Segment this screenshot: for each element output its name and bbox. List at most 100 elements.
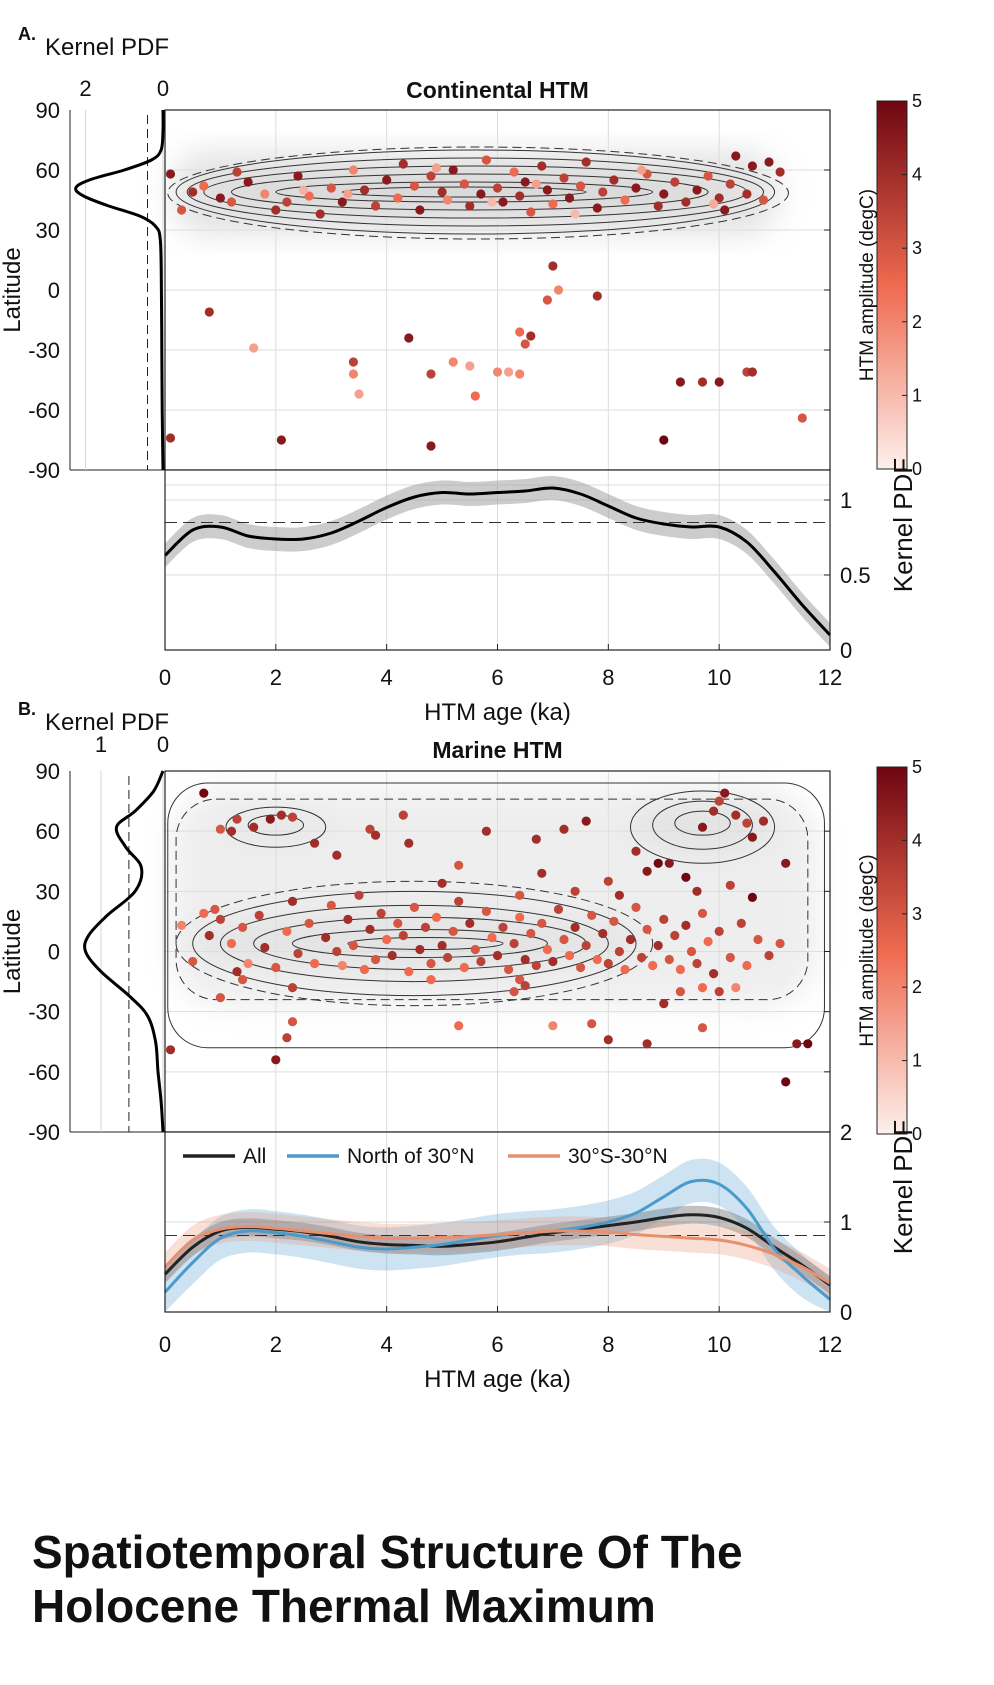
data-point — [498, 197, 508, 207]
x-tick-label: 8 — [602, 665, 614, 690]
data-point — [293, 171, 303, 181]
data-point — [675, 964, 686, 975]
data-point — [781, 858, 791, 868]
data-point — [747, 892, 758, 903]
data-point — [731, 151, 741, 161]
data-point — [448, 926, 458, 937]
data-point — [448, 165, 458, 175]
data-point — [581, 816, 591, 826]
marginal-label: Kernel PDF — [45, 709, 169, 736]
data-point — [803, 1039, 813, 1049]
x-tick-label: 6 — [491, 665, 503, 690]
data-point — [165, 433, 176, 443]
contour-dashed — [175, 880, 654, 1007]
panel-label: B. — [18, 699, 36, 719]
data-point — [282, 926, 292, 937]
series-line — [163, 1224, 831, 1285]
data-point — [165, 169, 176, 179]
data-point — [293, 948, 303, 959]
data-point — [271, 962, 281, 973]
x-tick-label: 0 — [159, 665, 171, 690]
data-point — [454, 1021, 464, 1031]
contour-dashed — [167, 146, 789, 240]
data-point — [426, 441, 436, 451]
data-point — [542, 185, 553, 195]
data-point — [387, 950, 397, 961]
data-point — [199, 788, 209, 798]
data-point — [631, 902, 641, 913]
data-point — [742, 818, 752, 828]
data-point — [481, 826, 491, 836]
data-point — [426, 171, 436, 181]
data-point — [670, 177, 680, 187]
data-point — [714, 796, 724, 806]
colorbar-tick-label: 2 — [912, 977, 922, 997]
data-point — [337, 197, 347, 207]
data-point — [332, 946, 342, 957]
data-point — [670, 930, 680, 941]
marginal-label: Kernel PDF — [45, 34, 169, 61]
data-point — [232, 967, 242, 977]
data-point — [226, 938, 237, 949]
legend-label: 30°S-30°N — [568, 1145, 668, 1168]
marginal-pdf-curve — [83, 770, 165, 1133]
x-tick-label: 10 — [707, 665, 731, 690]
page-title: Spatiotemporal Structure Of The Holocene… — [32, 1525, 972, 1633]
data-point — [437, 940, 447, 951]
data-point — [631, 183, 641, 193]
data-point — [664, 954, 674, 965]
colorbar-tick-label: 0 — [912, 459, 922, 479]
x-axis-label: HTM age (ka) — [424, 1366, 571, 1393]
data-point — [265, 814, 275, 824]
data-point — [326, 183, 336, 193]
data-point — [520, 339, 530, 349]
data-point — [742, 189, 752, 199]
colorbar-tick-label: 4 — [912, 830, 922, 850]
data-point — [720, 205, 730, 215]
data-point — [609, 175, 619, 185]
data-point — [348, 357, 358, 367]
data-point — [581, 940, 591, 951]
data-point — [504, 964, 514, 975]
data-point — [515, 191, 525, 201]
data-point — [592, 203, 602, 213]
data-point — [747, 832, 758, 842]
contours — [167, 146, 789, 240]
data-point — [371, 954, 381, 965]
data-point — [287, 1017, 298, 1027]
data-point — [215, 993, 225, 1003]
data-point — [559, 173, 569, 183]
data-point — [332, 850, 342, 860]
data-point — [337, 960, 347, 971]
data-point — [553, 904, 564, 915]
data-point — [797, 413, 807, 423]
data-point — [232, 167, 242, 177]
data-point — [215, 193, 225, 203]
data-point — [420, 922, 431, 933]
data-point — [703, 171, 713, 181]
data-point — [637, 952, 647, 963]
chart-title: Marine HTM — [432, 737, 562, 763]
colorbar-tick-label: 2 — [912, 312, 922, 332]
data-point — [515, 369, 525, 379]
data-point — [492, 183, 503, 193]
data-point — [382, 934, 392, 945]
data-point — [559, 824, 569, 834]
page-title-line1: Spatiotemporal Structure Of The — [32, 1526, 743, 1578]
data-point — [697, 983, 708, 993]
colorbar-tick-label: 5 — [912, 757, 922, 777]
data-point — [249, 343, 259, 353]
data-point — [548, 956, 558, 967]
data-point — [603, 958, 613, 969]
data-point — [731, 983, 741, 993]
x-axis-label: HTM age (ka) — [424, 699, 571, 726]
x-tick-label: 2 — [270, 665, 282, 690]
data-point — [764, 157, 774, 167]
data-point — [409, 181, 419, 191]
marginal-tick-label: 0 — [157, 76, 169, 101]
data-point — [465, 361, 475, 371]
data-point — [564, 193, 575, 203]
series-band — [165, 1205, 830, 1294]
data-point — [714, 926, 724, 937]
data-point — [382, 175, 392, 185]
